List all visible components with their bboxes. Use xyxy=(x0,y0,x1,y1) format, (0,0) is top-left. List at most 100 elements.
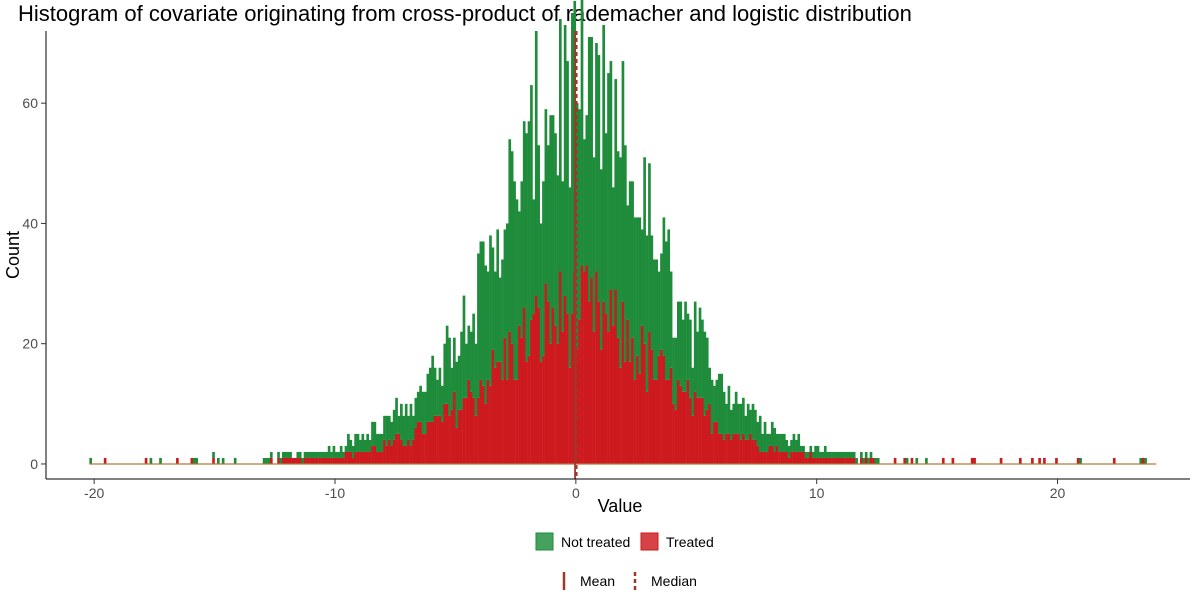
bar-not-treated xyxy=(640,229,644,326)
bar-treated xyxy=(583,271,586,464)
bar-treated xyxy=(387,439,391,464)
bar-not-treated xyxy=(768,433,772,446)
bar-treated xyxy=(686,379,690,464)
bar-treated xyxy=(392,439,396,464)
bar-treated xyxy=(1076,457,1080,464)
bar-not-treated xyxy=(496,229,500,362)
bar-treated xyxy=(590,277,593,464)
bar-treated xyxy=(385,445,389,464)
bar-not-treated xyxy=(433,367,437,416)
bar-treated xyxy=(749,433,752,464)
bar-not-treated xyxy=(284,451,288,458)
bar-treated xyxy=(609,289,613,464)
bar-not-treated xyxy=(722,391,726,440)
bar-not-treated xyxy=(691,367,695,416)
bar-treated xyxy=(893,457,897,464)
bar-treated xyxy=(672,403,675,464)
bar-not-treated xyxy=(486,271,490,380)
bar-treated xyxy=(713,421,716,464)
bar-treated xyxy=(571,313,574,464)
bar-treated xyxy=(534,295,538,464)
bar-treated xyxy=(344,451,348,464)
bar-treated xyxy=(703,415,707,464)
bar-treated xyxy=(845,457,849,464)
bar-not-treated xyxy=(397,415,401,434)
bar-treated xyxy=(910,457,914,464)
bar-treated xyxy=(539,361,543,464)
bar-not-treated xyxy=(359,439,362,452)
bar-not-treated xyxy=(282,451,285,458)
bar-treated xyxy=(361,451,365,464)
bar-treated xyxy=(450,409,454,464)
bar-treated xyxy=(780,451,784,464)
bar-not-treated xyxy=(638,217,642,374)
bar-not-treated xyxy=(303,451,307,458)
bar-treated xyxy=(453,391,456,464)
bar-treated xyxy=(785,451,789,464)
bar-treated xyxy=(176,457,179,464)
bar-treated xyxy=(799,451,803,464)
bar-treated xyxy=(542,355,545,464)
bar-not-treated xyxy=(400,403,403,440)
bar-not-treated xyxy=(484,265,487,404)
bar-not-treated xyxy=(693,301,697,392)
bar-not-treated xyxy=(339,445,343,458)
bar-treated xyxy=(440,421,444,464)
bar-not-treated xyxy=(554,133,557,326)
bar-treated xyxy=(371,445,374,464)
bar-not-treated xyxy=(876,457,880,464)
bar-not-treated xyxy=(392,409,396,440)
bar-not-treated xyxy=(609,61,613,290)
bar-not-treated xyxy=(344,445,348,452)
bar-not-treated xyxy=(426,373,430,422)
bar-treated xyxy=(599,349,603,464)
bar-treated xyxy=(462,397,466,464)
bar-not-treated xyxy=(491,247,495,350)
bar-not-treated xyxy=(395,397,398,434)
bar-treated xyxy=(566,313,569,464)
bar-treated xyxy=(691,415,695,464)
bar-treated xyxy=(513,379,516,464)
bar-not-treated xyxy=(657,271,661,356)
legend-label-median: Median xyxy=(651,573,697,589)
bar-treated xyxy=(330,457,333,464)
bar-not-treated xyxy=(717,373,721,434)
bar-treated xyxy=(527,355,531,464)
bar-not-treated xyxy=(850,451,854,458)
x-axis-title: Value xyxy=(598,496,643,516)
bar-treated xyxy=(758,451,762,464)
bar-treated xyxy=(1031,457,1034,464)
bar-not-treated xyxy=(1144,457,1147,464)
bar-treated xyxy=(689,397,692,464)
bar-treated xyxy=(708,403,711,464)
bar-treated xyxy=(744,439,748,464)
bar-not-treated xyxy=(383,415,386,440)
bar-not-treated xyxy=(775,433,779,446)
bar-not-treated xyxy=(513,181,516,380)
bar-not-treated xyxy=(366,433,369,452)
bar-treated xyxy=(638,373,642,464)
bar-treated xyxy=(525,361,528,464)
bar-treated xyxy=(737,433,740,464)
bar-treated xyxy=(684,391,687,464)
bar-not-treated xyxy=(720,373,724,434)
bar-treated xyxy=(424,433,427,464)
bar-treated xyxy=(549,343,553,464)
bar-not-treated xyxy=(732,403,736,434)
bar-not-treated xyxy=(686,313,690,380)
bar-treated xyxy=(732,433,736,464)
bar-not-treated xyxy=(628,181,632,362)
bar-not-treated xyxy=(330,451,333,458)
bar-treated xyxy=(561,331,565,464)
bar-treated xyxy=(375,451,379,464)
bar-not-treated xyxy=(583,139,586,272)
bar-treated xyxy=(645,391,649,464)
bar-treated xyxy=(467,379,471,464)
bar-not-treated xyxy=(604,133,608,314)
bar-not-treated xyxy=(537,145,540,308)
bar-treated xyxy=(650,349,654,464)
bar-treated xyxy=(754,439,757,464)
bar-not-treated xyxy=(713,385,716,422)
bar-treated xyxy=(648,331,651,464)
bar-not-treated xyxy=(828,451,832,458)
